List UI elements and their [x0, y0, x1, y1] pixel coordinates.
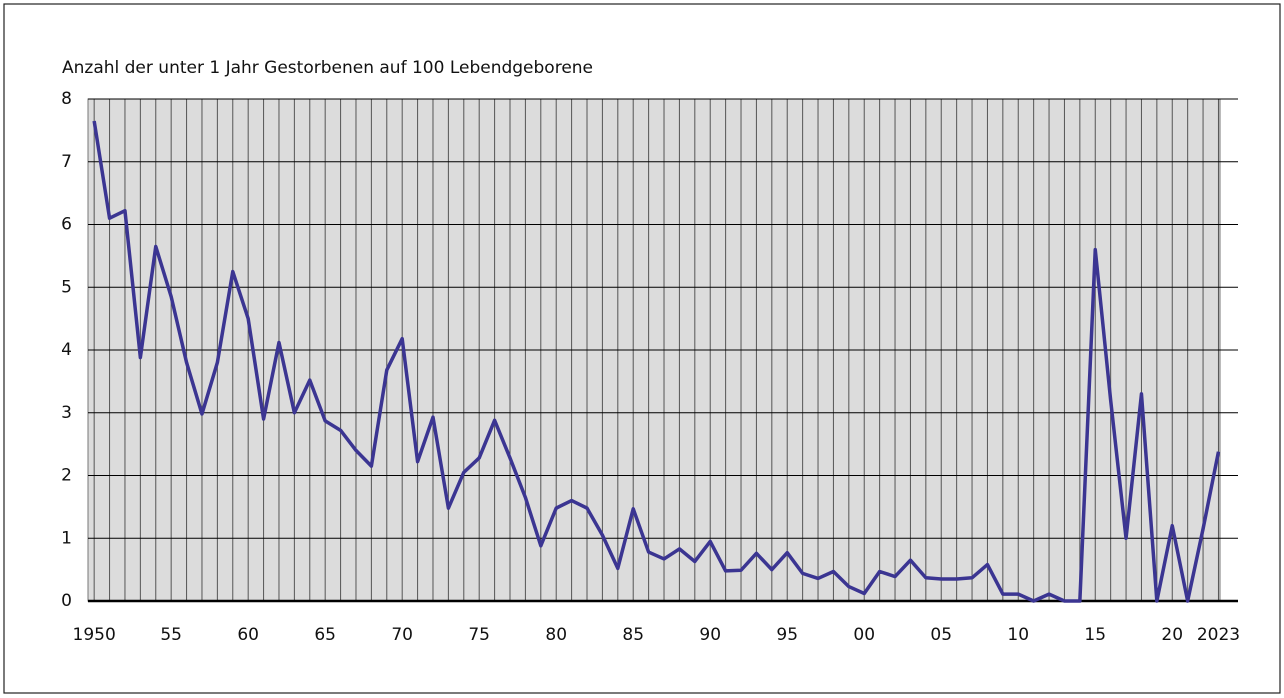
x-tick-label: 00	[853, 625, 875, 645]
x-tick-label: 05	[930, 625, 952, 645]
x-tick-label: 20	[1161, 625, 1183, 645]
x-tick-label: 70	[391, 625, 413, 645]
data-line	[92, 120, 1221, 603]
y-tick-label: 2	[61, 466, 72, 486]
x-tick-label: 10	[1007, 625, 1029, 645]
y-tick-label: 0	[61, 591, 72, 611]
x-tick-label: 90	[699, 625, 721, 645]
y-tick-label: 3	[61, 403, 72, 423]
x-tick-label: 80	[545, 625, 567, 645]
x-tick-label: 65	[314, 625, 336, 645]
y-tick-label: 7	[61, 152, 72, 172]
x-tick-label: 75	[468, 625, 490, 645]
y-axis-title: Anzahl der unter 1 Jahr Gestorbenen auf …	[62, 58, 593, 78]
x-tick-label: 1950	[73, 625, 116, 645]
x-tick-label: 85	[622, 625, 644, 645]
x-tick-label: 95	[776, 625, 798, 645]
y-tick-label: 8	[61, 89, 72, 109]
x-tick-label: 15	[1084, 625, 1106, 645]
x-tick-label: 55	[160, 625, 182, 645]
y-tick-label: 1	[61, 528, 72, 548]
x-tick-label: 2023	[1197, 625, 1240, 645]
x-tick-label: 60	[237, 625, 259, 645]
y-tick-label: 4	[61, 340, 72, 360]
y-tick-label: 6	[61, 215, 72, 235]
y-tick-label: 5	[61, 277, 72, 297]
